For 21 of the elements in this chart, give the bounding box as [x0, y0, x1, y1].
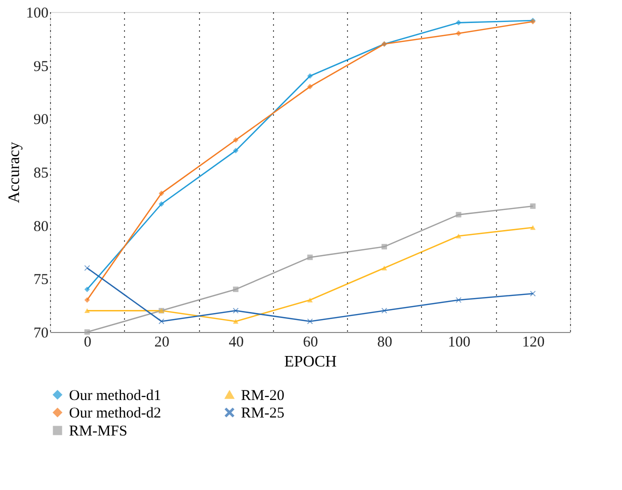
y-tick-label: 85	[34, 166, 48, 182]
x-tick-label: 40	[228, 334, 244, 350]
x-tick-label: 20	[154, 334, 170, 350]
y-tick-label: 95	[34, 58, 48, 75]
legend-label: RM-25	[241, 406, 284, 422]
legend-label: Our method-d1	[69, 388, 162, 404]
y-tick-label: 80	[34, 218, 48, 235]
y-axis-title: Accuracy	[6, 142, 23, 204]
y-tick-label: 75	[34, 272, 48, 288]
x-tick-label: 0	[84, 334, 92, 350]
y-tick-label: 90	[34, 112, 48, 128]
legend-label: Our method-d2	[69, 406, 162, 422]
legend-label: RM-MFS	[69, 424, 128, 440]
x-tick-label: 60	[303, 334, 318, 350]
x-tick-label: 100	[448, 334, 470, 350]
x-axis-title: EPOCH	[284, 354, 338, 370]
legend-label: RM-20	[241, 388, 284, 404]
x-tick-label: 120	[522, 334, 545, 350]
y-tick-label: 70	[34, 326, 48, 342]
y-tick-label: 100	[26, 6, 48, 22]
x-tick-label: 80	[377, 334, 392, 350]
